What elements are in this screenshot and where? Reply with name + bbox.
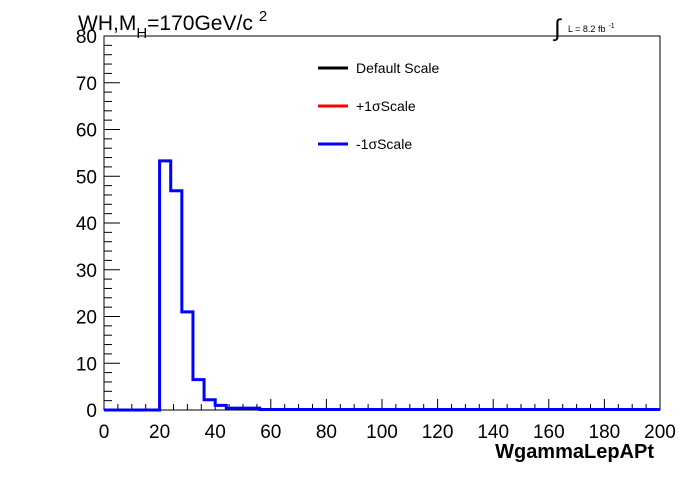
y-tick-label: 30 (76, 261, 97, 282)
histogram-bin (204, 400, 215, 410)
series-group (104, 161, 660, 410)
x-tick-label: 100 (366, 422, 398, 443)
y-tick-label: 50 (76, 167, 97, 188)
luminosity-text: L = 8.2 fb-1 (568, 23, 615, 34)
chart-title-mid: =170GeV/c (147, 12, 253, 35)
tick-labels-group: 0 20 40 60 80 100 120 140 160 180 200 0 10 20 30 40 50 60… (76, 27, 676, 443)
integral-symbol: ∫ (552, 15, 562, 42)
chart-title-base: WH,M (78, 12, 136, 35)
axis-ticks-group (104, 36, 660, 410)
x-tick-label: 160 (533, 422, 565, 443)
x-axis-label: WgammaLepAPt (495, 441, 654, 463)
x-tick-label: 0 (99, 422, 110, 443)
y-tick-label: 0 (86, 401, 97, 422)
plot-frame-group (104, 36, 660, 410)
x-tick-label: 200 (644, 422, 676, 443)
legend-entry: Default Scale (318, 60, 439, 76)
legend-entry: +1σScale (318, 98, 416, 114)
y-tick-label: 70 (76, 74, 97, 95)
legend-label: +1σScale (356, 98, 416, 114)
x-tick-label: 60 (260, 422, 281, 443)
chart-title-subscript: H (136, 25, 147, 42)
luminosity-superscript: -1 (608, 23, 614, 30)
luminosity-value: L = 8.2 fb (568, 24, 605, 34)
legend-label: Default Scale (356, 60, 439, 76)
legend: Default Scale +1σScale -1σScale (318, 60, 439, 152)
chart-title-superscript: 2 (259, 8, 267, 25)
x-tick-label: 140 (477, 422, 509, 443)
y-tick-label: 60 (76, 121, 97, 142)
y-tick-label: 20 (76, 308, 97, 329)
luminosity-label: ∫ L = 8.2 fb-1 (552, 15, 615, 42)
chart-title: WH,MH=170GeV/c 2 (78, 8, 267, 42)
x-tick-label: 20 (149, 422, 170, 443)
x-tick-label: 180 (589, 422, 621, 443)
plot-frame (104, 36, 660, 410)
histogram-bin (171, 191, 182, 410)
y-tick-label: 40 (76, 214, 97, 235)
histogram-bin (160, 161, 171, 410)
x-tick-label: 40 (205, 422, 226, 443)
legend-label: -1σScale (356, 136, 412, 152)
histogram-bin (193, 380, 204, 410)
x-tick-label: 120 (422, 422, 454, 443)
y-tick-label: 10 (76, 354, 97, 375)
legend-entry: -1σScale (318, 136, 412, 152)
histogram-bin (182, 312, 193, 410)
x-tick-label: 80 (316, 422, 337, 443)
series-line (104, 161, 660, 410)
